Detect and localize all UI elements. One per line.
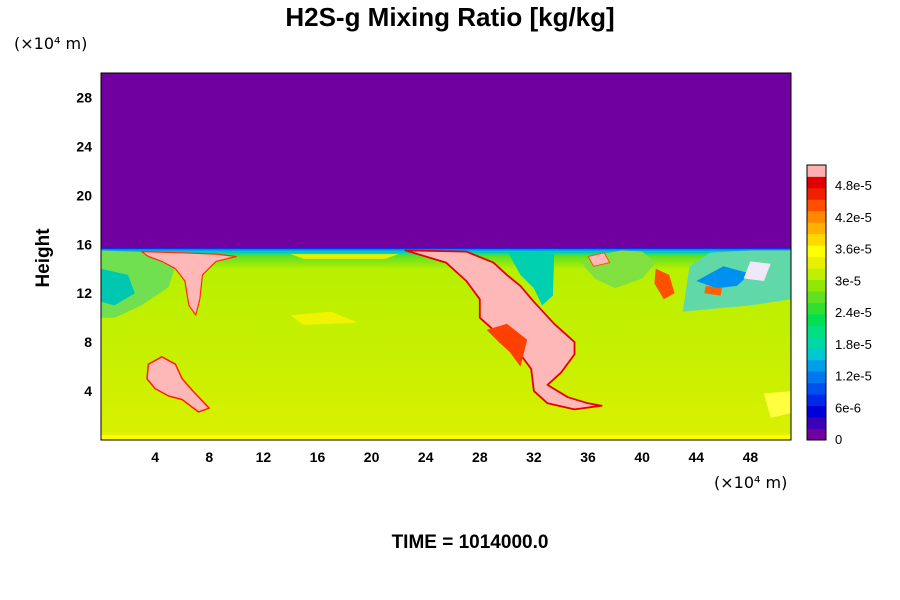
- y-tick-label: 24: [76, 138, 92, 154]
- high-concentration-plumes: [101, 249, 791, 440]
- x-tick-label: 48: [743, 449, 759, 465]
- colorbar-swatch: [807, 176, 826, 189]
- x-tick-label: 8: [205, 449, 213, 465]
- x-tick-label: 24: [418, 449, 434, 465]
- colorbar-swatch: [807, 233, 826, 246]
- x-tick-label: 40: [634, 449, 650, 465]
- colorbar-swatch: [807, 313, 826, 326]
- plot-frame: [100, 72, 792, 441]
- colorbar-swatch: [807, 279, 826, 292]
- colorbar-frame: [806, 164, 827, 441]
- time-prefix: TIME =: [391, 532, 459, 553]
- colorbar-swatch: [807, 348, 826, 361]
- colorbar-tick-label: 1.2e-5: [835, 369, 872, 384]
- colorbar-swatch: [807, 268, 826, 280]
- colorbar-swatch: [807, 382, 826, 395]
- lower-mixed-layer: [101, 250, 791, 440]
- x-tick-label: 16: [310, 449, 326, 465]
- colorbar-tick-label: 3.6e-5: [835, 242, 872, 257]
- x-unit-label: (×10⁴ m): [714, 473, 787, 492]
- x-tick-label: 12: [256, 449, 272, 465]
- colorbar-swatch: [807, 359, 826, 372]
- x-axis-ticks: 4 8 12 16 20 24 28 32 36 40 44 48: [151, 449, 758, 465]
- y-tick-label: 28: [76, 89, 92, 105]
- colorbar-swatch: [807, 394, 826, 407]
- colorbar-swatch: [807, 325, 826, 338]
- colorbar-swatch: [807, 291, 826, 303]
- chart-title: H2S-g Mixing Ratio [kg/kg]: [285, 2, 615, 32]
- colorbar-swatch: [807, 256, 826, 269]
- colorbar-swatch: [807, 165, 826, 177]
- colorbar-swatch: [807, 210, 826, 223]
- colorbar-tick-label: 4.8e-5: [835, 178, 872, 193]
- colorbar-swatch: [807, 417, 826, 429]
- colorbar-swatch: [807, 405, 826, 418]
- colorbar-swatch: [807, 199, 826, 212]
- colorbar-swatch: [807, 371, 826, 384]
- x-tick-label: 44: [689, 449, 705, 465]
- y-axis-label: Height: [33, 228, 54, 288]
- time-label: TIME = 1014000.0: [0, 532, 900, 554]
- y-tick-label: 16: [76, 236, 92, 252]
- colorbar-tick-label: 4.2e-5: [835, 210, 872, 225]
- colorbar-labels: 0 6e-6 1.2e-5 1.8e-5 2.4e-5 3e-5 3.6e-5 4.2e-5 4…: [835, 178, 872, 447]
- time-value: 1014000.0: [458, 532, 549, 553]
- colorbar-swatch: [807, 336, 826, 349]
- x-tick-label: 28: [472, 449, 488, 465]
- x-tick-label: 32: [526, 449, 542, 465]
- colorbar-tick-label: 0: [835, 432, 842, 447]
- colorbar-swatch: [807, 187, 826, 200]
- colorbar-tick-label: 3e-5: [835, 273, 861, 288]
- y-tick-label: 8: [84, 334, 92, 350]
- colorbar-swatch: [807, 245, 826, 258]
- y-tick-label: 12: [76, 285, 92, 301]
- x-tick-label: 4: [151, 449, 159, 465]
- colorbar-swatch: [807, 428, 826, 441]
- y-axis-ticks: 4 8 12 16 20 24 28: [76, 89, 92, 399]
- y-tick-label: 4: [84, 383, 92, 399]
- colorbar-tick-label: 2.4e-5: [835, 305, 872, 320]
- y-tick-label: 20: [76, 187, 92, 203]
- x-tick-label: 20: [364, 449, 380, 465]
- colorbar-tick-label: 1.8e-5: [835, 337, 872, 352]
- colorbar-swatch: [807, 302, 826, 315]
- colorbar: [806, 164, 827, 441]
- colorbar-swatch: [807, 222, 826, 235]
- x-tick-label: 36: [580, 449, 596, 465]
- colorbar-tick-label: 6e-6: [835, 400, 861, 415]
- heatmap-plot-area: [101, 73, 791, 440]
- y-unit-label: (×10⁴ m): [14, 34, 87, 53]
